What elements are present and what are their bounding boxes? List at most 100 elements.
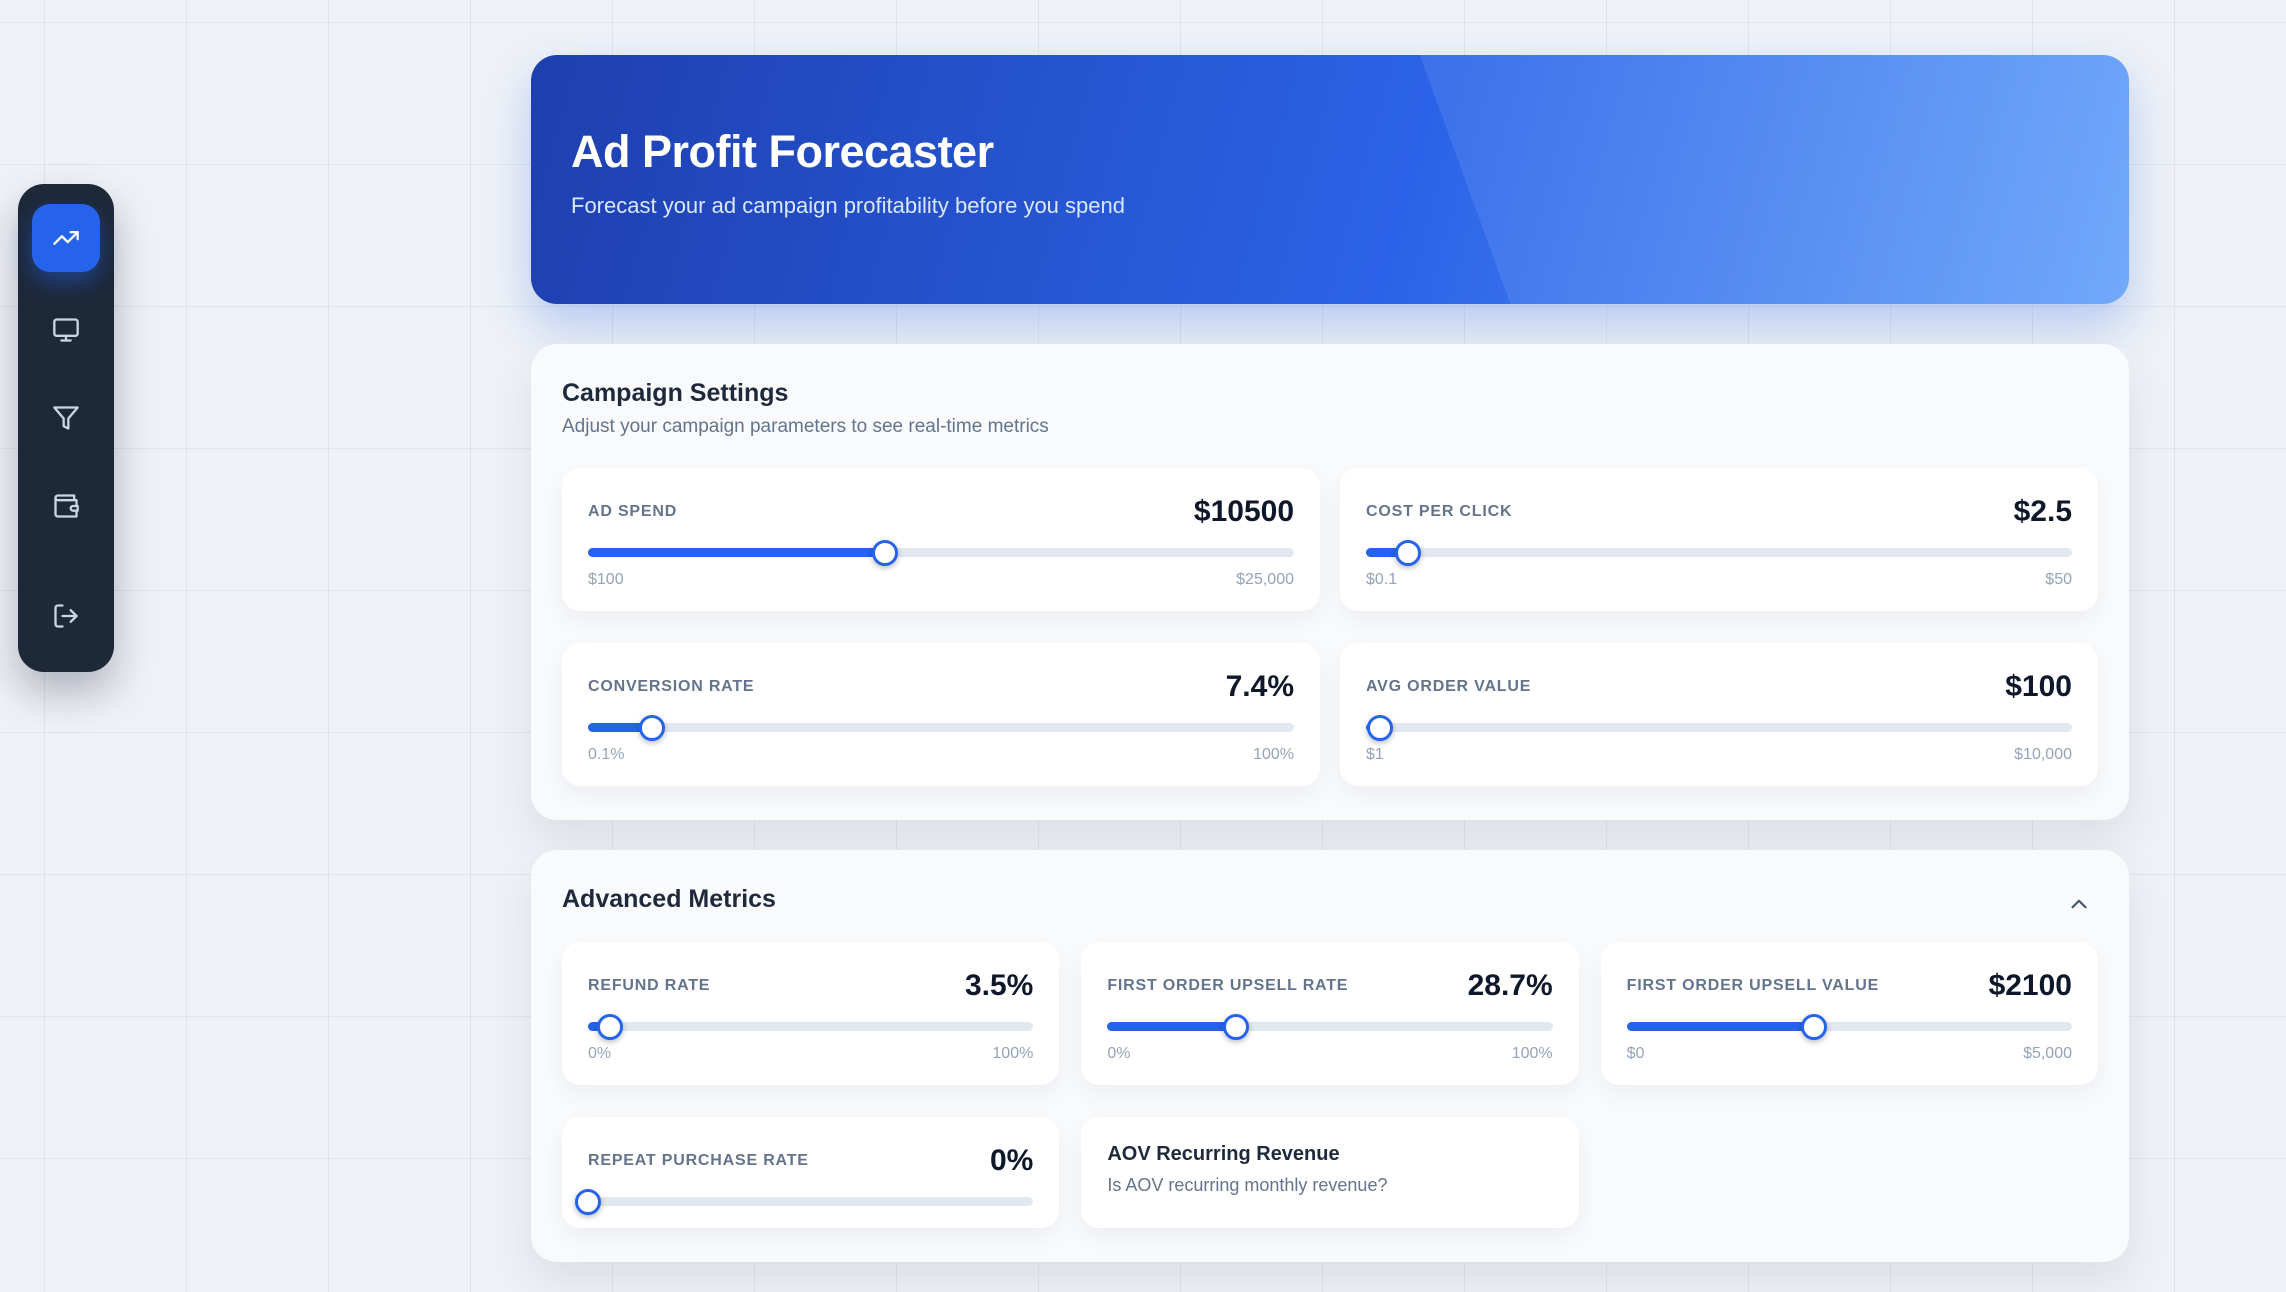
slider-fill <box>588 548 885 557</box>
trending-up-icon <box>53 231 79 245</box>
slider-max: $25,000 <box>1236 571 1294 588</box>
slider-max: $10,000 <box>2014 746 2072 763</box>
first-order-upsell-rate-slider[interactable] <box>1107 1013 1553 1040</box>
filter-icon <box>53 406 79 430</box>
slider-head: CONVERSION RATE 7.4% <box>588 669 1294 705</box>
sidebar-item-filter[interactable] <box>36 388 96 448</box>
main-content: Ad Profit Forecaster Forecast your ad ca… <box>531 55 2129 1292</box>
slider-thumb[interactable] <box>1223 1013 1250 1040</box>
slider-fill <box>1626 1022 1814 1031</box>
campaign-sliders-grid: AD SPEND $10500 $100 $25,000 COST PER CL… <box>562 468 2098 786</box>
slider-label: REPEAT PURCHASE RATE <box>588 1152 809 1169</box>
slider-thumb[interactable] <box>597 1013 624 1040</box>
slider-min: 0.1% <box>588 746 625 763</box>
slider-range: $1 $10,000 <box>1366 746 2072 764</box>
campaign-settings-card: Campaign Settings Adjust your campaign p… <box>531 344 2129 820</box>
slider-card-ad-spend: AD SPEND $10500 $100 $25,000 <box>562 468 1320 611</box>
slider-label: AD SPEND <box>588 503 678 520</box>
monitor-icon <box>53 318 79 342</box>
slider-min: $100 <box>588 571 624 588</box>
slider-range: $100 $25,000 <box>588 571 1294 589</box>
slider-min: $1 <box>1366 746 1384 763</box>
slider-value: $10500 <box>1193 495 1294 528</box>
page-title: Ad Profit Forecaster <box>571 126 994 177</box>
slider-range: 0.1% 100% <box>588 746 1294 764</box>
avg-order-value-slider[interactable] <box>1366 714 2072 741</box>
slider-value: 7.4% <box>1225 670 1294 703</box>
wallet-icon <box>54 494 79 518</box>
slider-fill <box>1366 548 1409 557</box>
slider-card-avg-order-value: AVG ORDER VALUE $100 $1 $10,000 <box>1340 643 2098 786</box>
slider-thumb[interactable] <box>871 539 898 566</box>
campaign-settings-title: Campaign Settings <box>562 379 789 407</box>
slider-value: 0% <box>989 1144 1034 1177</box>
slider-head: REPEAT PURCHASE RATE 0% <box>588 1143 1033 1179</box>
slider-value: $100 <box>2005 670 2072 703</box>
slider-min: $0 <box>1626 1045 1645 1062</box>
slider-label: COST PER CLICK <box>1366 503 1513 520</box>
slider-thumb[interactable] <box>1800 1013 1827 1040</box>
advanced-metrics-title: Advanced Metrics <box>562 885 776 913</box>
slider-thumb[interactable] <box>1395 539 1422 566</box>
slider-fill <box>588 723 652 732</box>
slider-value: 28.7% <box>1467 969 1553 1002</box>
slider-label: FIRST ORDER UPSELL RATE <box>1107 977 1349 994</box>
ad-spend-slider[interactable] <box>588 539 1294 566</box>
sidebar-item-wallet[interactable] <box>36 476 96 536</box>
slider-card-refund-rate: REFUND RATE 3.5% 0% 100% <box>562 942 1060 1085</box>
slider-head: COST PER CLICK $2.5 <box>1366 494 2072 530</box>
advanced-metrics-card: Advanced Metrics REFUND RATE 3.5% 0% 100… <box>531 850 2129 1262</box>
slider-value: 3.5% <box>964 969 1034 1002</box>
repeat-purchase-rate-slider[interactable] <box>575 1188 1034 1215</box>
slider-fill <box>1107 1022 1237 1031</box>
slider-head: AVG ORDER VALUE $100 <box>1366 669 2072 705</box>
slider-label: CONVERSION RATE <box>588 678 755 695</box>
slider-card-first-order-upsell-value: FIRST ORDER UPSELL VALUE $2100 $0 $5,000 <box>1600 942 2098 1085</box>
first-order-upsell-value-slider[interactable] <box>1626 1013 2072 1040</box>
campaign-settings-subtitle: Adjust your campaign parameters to see r… <box>562 416 1049 437</box>
sidebar <box>18 184 114 672</box>
page-subtitle: Forecast your ad campaign profitability … <box>571 193 1125 218</box>
aov-card-title: AOV Recurring Revenue <box>1107 1143 1340 1165</box>
header-banner: Ad Profit Forecaster Forecast your ad ca… <box>531 55 2129 304</box>
slider-card-first-order-upsell-rate: FIRST ORDER UPSELL RATE 28.7% 0% 100% <box>1081 942 1579 1085</box>
chevron-up-icon <box>2071 899 2087 909</box>
slider-label: AVG ORDER VALUE <box>1366 678 1532 695</box>
aov-card-subtitle: Is AOV recurring monthly revenue? <box>1107 1175 1388 1195</box>
aov-recurring-revenue-card: AOV Recurring Revenue Is AOV recurring m… <box>1081 1117 1579 1228</box>
slider-thumb[interactable] <box>638 714 665 741</box>
slider-max: $50 <box>2045 571 2072 588</box>
slider-min: $0.1 <box>1366 571 1398 588</box>
slider-card-cost-per-click: COST PER CLICK $2.5 $0.1 $50 <box>1340 468 2098 611</box>
slider-head: FIRST ORDER UPSELL RATE 28.7% <box>1107 968 1552 1004</box>
collapse-section-button[interactable] <box>2059 884 2099 924</box>
sidebar-item-forecaster[interactable] <box>32 204 100 272</box>
slider-max: $5,000 <box>2023 1045 2072 1062</box>
slider-head: REFUND RATE 3.5% <box>588 968 1033 1004</box>
slider-max: 100% <box>1253 746 1294 763</box>
slider-range: 0% 100% <box>588 1045 1033 1063</box>
slider-thumb[interactable] <box>575 1188 601 1215</box>
logout-icon <box>54 604 78 628</box>
slider-label: FIRST ORDER UPSELL VALUE <box>1626 977 1880 994</box>
slider-card-repeat-purchase-rate: REPEAT PURCHASE RATE 0% <box>562 1117 1060 1228</box>
sidebar-item-monitor[interactable] <box>36 300 96 360</box>
slider-head: FIRST ORDER UPSELL VALUE $2100 <box>1627 968 2072 1004</box>
advanced-sliders-grid: REFUND RATE 3.5% 0% 100% FIRST ORDER UPS… <box>562 942 2098 1228</box>
slider-range: 0% 100% <box>1107 1045 1552 1063</box>
slider-label: REFUND RATE <box>588 977 711 994</box>
cost-per-click-slider[interactable] <box>1366 539 2072 566</box>
slider-value: $2100 <box>1988 969 2072 1002</box>
sidebar-item-logout[interactable] <box>36 586 96 646</box>
slider-card-conversion-rate: CONVERSION RATE 7.4% 0.1% 100% <box>562 643 1320 786</box>
slider-value: $2.5 <box>2013 495 2072 528</box>
slider-max: 100% <box>1511 1045 1553 1062</box>
slider-range: $0.1 $50 <box>1366 571 2072 589</box>
slider-head: AD SPEND $10500 <box>588 494 1294 530</box>
slider-thumb[interactable] <box>1367 714 1394 741</box>
conversion-rate-slider[interactable] <box>588 714 1294 741</box>
slider-min: 0% <box>1107 1045 1131 1062</box>
refund-rate-slider[interactable] <box>588 1013 1034 1040</box>
slider-min: 0% <box>588 1045 612 1062</box>
slider-max: 100% <box>992 1045 1034 1062</box>
